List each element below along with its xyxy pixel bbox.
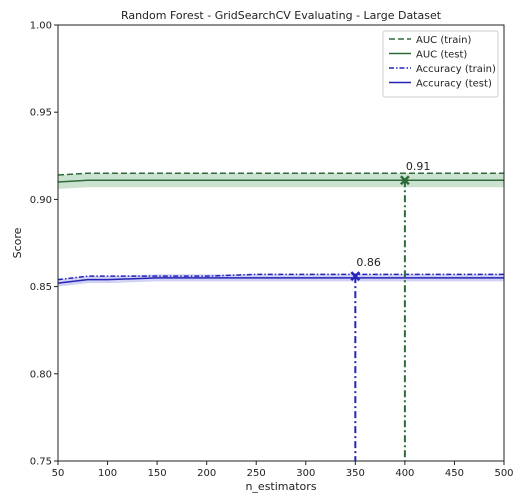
y-tick-label: 1.00 <box>30 21 52 32</box>
best-score-label-auc: 0.91 <box>406 160 431 173</box>
legend-box <box>382 30 499 98</box>
series-line-0 <box>57 172 504 176</box>
x-axis-label: n_estimators <box>245 480 316 493</box>
legend: AUC (train) AUC (test) Accuracy (train) Acc… <box>382 30 499 98</box>
series-layer <box>57 172 504 284</box>
best-marker-accuracy <box>350 271 361 282</box>
bands-layer <box>58 173 504 287</box>
best-marker-stroke <box>350 271 361 282</box>
y-tick-label: 0.80 <box>30 369 52 380</box>
series-line-2 <box>57 273 504 281</box>
legend-entry-0: AUC (train) <box>416 35 471 46</box>
best-score-label-accuracy: 0.86 <box>356 256 381 269</box>
chart-title: Random Forest - GridSearchCV Evaluating … <box>121 9 442 22</box>
x-tick-label: 450 <box>445 468 464 479</box>
x-tick-label: 350 <box>346 468 365 479</box>
x-tick-label: 50 <box>52 468 65 479</box>
x-tick-label: 400 <box>395 468 414 479</box>
x-tick-label: 250 <box>247 468 266 479</box>
ticks-layer: 50 100 150 200 250 300 350 400 450 500 0.75 0.80 0.8… <box>30 21 514 480</box>
y-tick-label: 0.95 <box>30 108 52 119</box>
legend-entry-1: AUC (test) <box>416 50 467 61</box>
best-marker-auc <box>400 175 410 186</box>
markers-layer: 0.91 0.86 <box>350 160 431 461</box>
y-tick-label: 0.90 <box>30 195 52 206</box>
series-line-1 <box>57 179 504 183</box>
y-tick-label: 0.85 <box>30 282 52 293</box>
legend-entry-3: Accuracy (test) <box>416 79 492 90</box>
y-tick-label: 0.75 <box>30 457 52 468</box>
x-tick-label: 500 <box>494 468 513 479</box>
x-tick-label: 300 <box>296 468 315 479</box>
plot-frame <box>57 24 505 462</box>
band-auc-1 <box>58 173 504 189</box>
x-tick-label: 200 <box>197 468 216 479</box>
best-marker-stroke <box>400 175 410 186</box>
series-line-3 <box>57 277 504 284</box>
legend-entry-2: Accuracy (train) <box>416 64 496 75</box>
x-tick-label: 100 <box>98 468 117 479</box>
x-tick-label: 150 <box>148 468 167 479</box>
y-axis-label: Score <box>11 227 24 258</box>
